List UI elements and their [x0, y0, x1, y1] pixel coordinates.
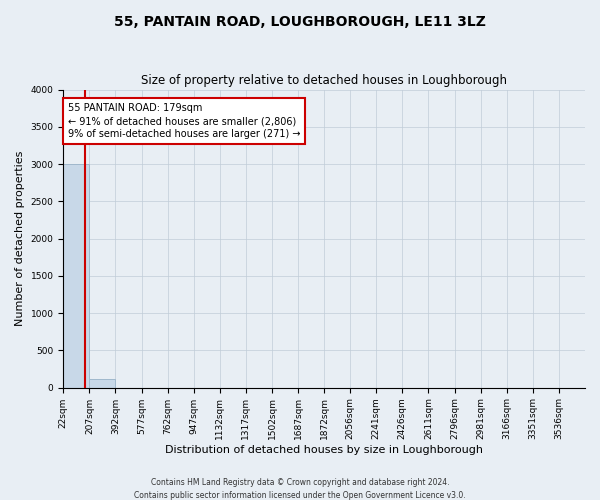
Text: 55, PANTAIN ROAD, LOUGHBOROUGH, LE11 3LZ: 55, PANTAIN ROAD, LOUGHBOROUGH, LE11 3LZ: [114, 15, 486, 29]
Title: Size of property relative to detached houses in Loughborough: Size of property relative to detached ho…: [141, 74, 507, 87]
Bar: [63, 164, 89, 388]
X-axis label: Distribution of detached houses by size in Loughborough: Distribution of detached houses by size …: [165, 445, 483, 455]
Text: Contains HM Land Registry data © Crown copyright and database right 2024.
Contai: Contains HM Land Registry data © Crown c…: [134, 478, 466, 500]
Text: 55 PANTAIN ROAD: 179sqm
← 91% of detached houses are smaller (2,806)
9% of semi-: 55 PANTAIN ROAD: 179sqm ← 91% of detache…: [68, 103, 300, 140]
Y-axis label: Number of detached properties: Number of detached properties: [15, 151, 25, 326]
Bar: [89, 379, 115, 388]
